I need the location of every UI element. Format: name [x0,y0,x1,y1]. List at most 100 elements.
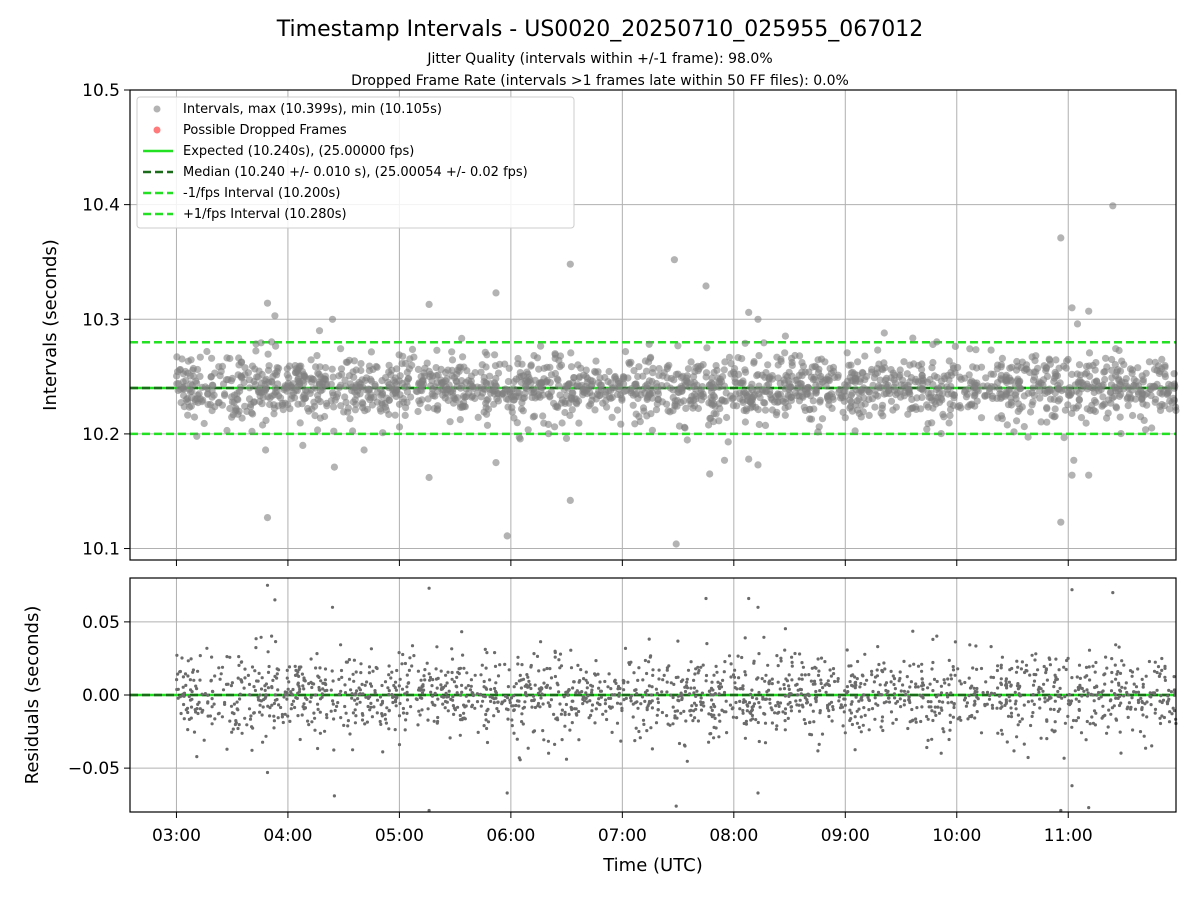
residual-point [260,713,264,717]
residual-point [1148,691,1152,695]
residual-point [717,692,721,696]
interval-point [1027,408,1035,416]
residual-point [979,666,984,671]
residual-point [369,701,373,706]
residual-point [857,707,861,711]
interval-outlier-point [492,289,500,297]
residual-point [937,699,942,704]
residual-point [331,702,335,706]
residual-point [716,680,720,684]
residual-point [194,684,198,688]
residual-point [293,673,298,677]
residual-point [976,697,980,701]
residual-point [1085,694,1090,698]
residual-point [813,696,818,701]
interval-point [483,410,491,418]
residual-point [360,682,364,687]
residual-point [320,692,324,696]
residual-point [634,688,638,692]
residual-point [931,718,935,723]
residual-point [463,705,467,709]
residual-point [640,695,645,699]
interval-point [384,378,392,386]
interval-point [1108,374,1116,382]
residual-point [405,673,409,677]
interval-point [634,394,642,403]
interval-point [741,339,749,347]
residual-point [310,685,314,690]
residual-point [353,721,357,725]
residual-point [176,672,180,676]
interval-point [268,392,276,400]
residual-point [297,667,301,672]
chart-title: Timestamp Intervals - US0020_20250710_02… [276,17,923,42]
residual-point [1119,701,1123,705]
residual-point [722,670,726,674]
residual-point [503,694,508,698]
residual-point [833,679,837,684]
residual-point [1013,690,1017,695]
interval-point [248,427,256,435]
residual-point [560,708,565,712]
interval-point [484,395,492,403]
residual-point [610,705,614,709]
residual-point [317,675,321,680]
interval-point [552,403,560,411]
interval-outlier-point [720,456,729,464]
residual-point [1152,669,1157,673]
interval-point [395,423,404,431]
residual-point [876,645,880,649]
residual-point [916,685,920,689]
interval-point [1036,394,1044,402]
residual-point [316,746,320,751]
residual-point [1144,674,1148,678]
residual-point [266,704,270,708]
residual-point [1172,709,1176,713]
residual-point [403,728,407,732]
interval-point [506,388,514,396]
residual-point [743,736,748,740]
interval-point [508,404,516,412]
residual-point [1073,689,1077,693]
residual-point [277,668,281,672]
residual-point [886,696,891,700]
interval-point [620,388,628,396]
residual-point [1106,725,1110,729]
residual-point [182,717,186,721]
residual-point [1134,685,1139,689]
residual-point [974,644,978,648]
interval-point [815,365,823,373]
residual-point [786,716,790,721]
interval-point [784,402,792,410]
residual-point [665,680,669,684]
interval-point [1121,379,1129,387]
interval-point [1114,387,1122,395]
residual-point [367,671,371,675]
interval-point [444,396,452,405]
residual-point [830,719,834,723]
interval-point [998,354,1007,362]
interval-outlier-point [724,438,732,446]
interval-point [228,413,236,421]
residual-point [735,687,739,691]
residual-point [975,686,979,691]
residual-point [704,673,709,678]
residual-point [821,686,825,690]
residual-point [741,711,745,715]
residual-point [871,689,875,694]
residual-point [1172,675,1176,679]
interval-point [399,395,407,403]
residual-point [571,686,575,690]
residual-point [947,658,951,663]
residual-point [1114,693,1118,697]
interval-point [655,365,663,373]
interval-point [844,381,852,389]
residual-point [555,681,559,685]
residual-point [219,672,223,676]
residual-point [841,724,845,728]
residual-point [1016,723,1020,727]
residual-point [862,693,866,697]
residual-point [892,677,897,681]
residual-point [428,678,432,682]
residual-point [308,700,312,704]
